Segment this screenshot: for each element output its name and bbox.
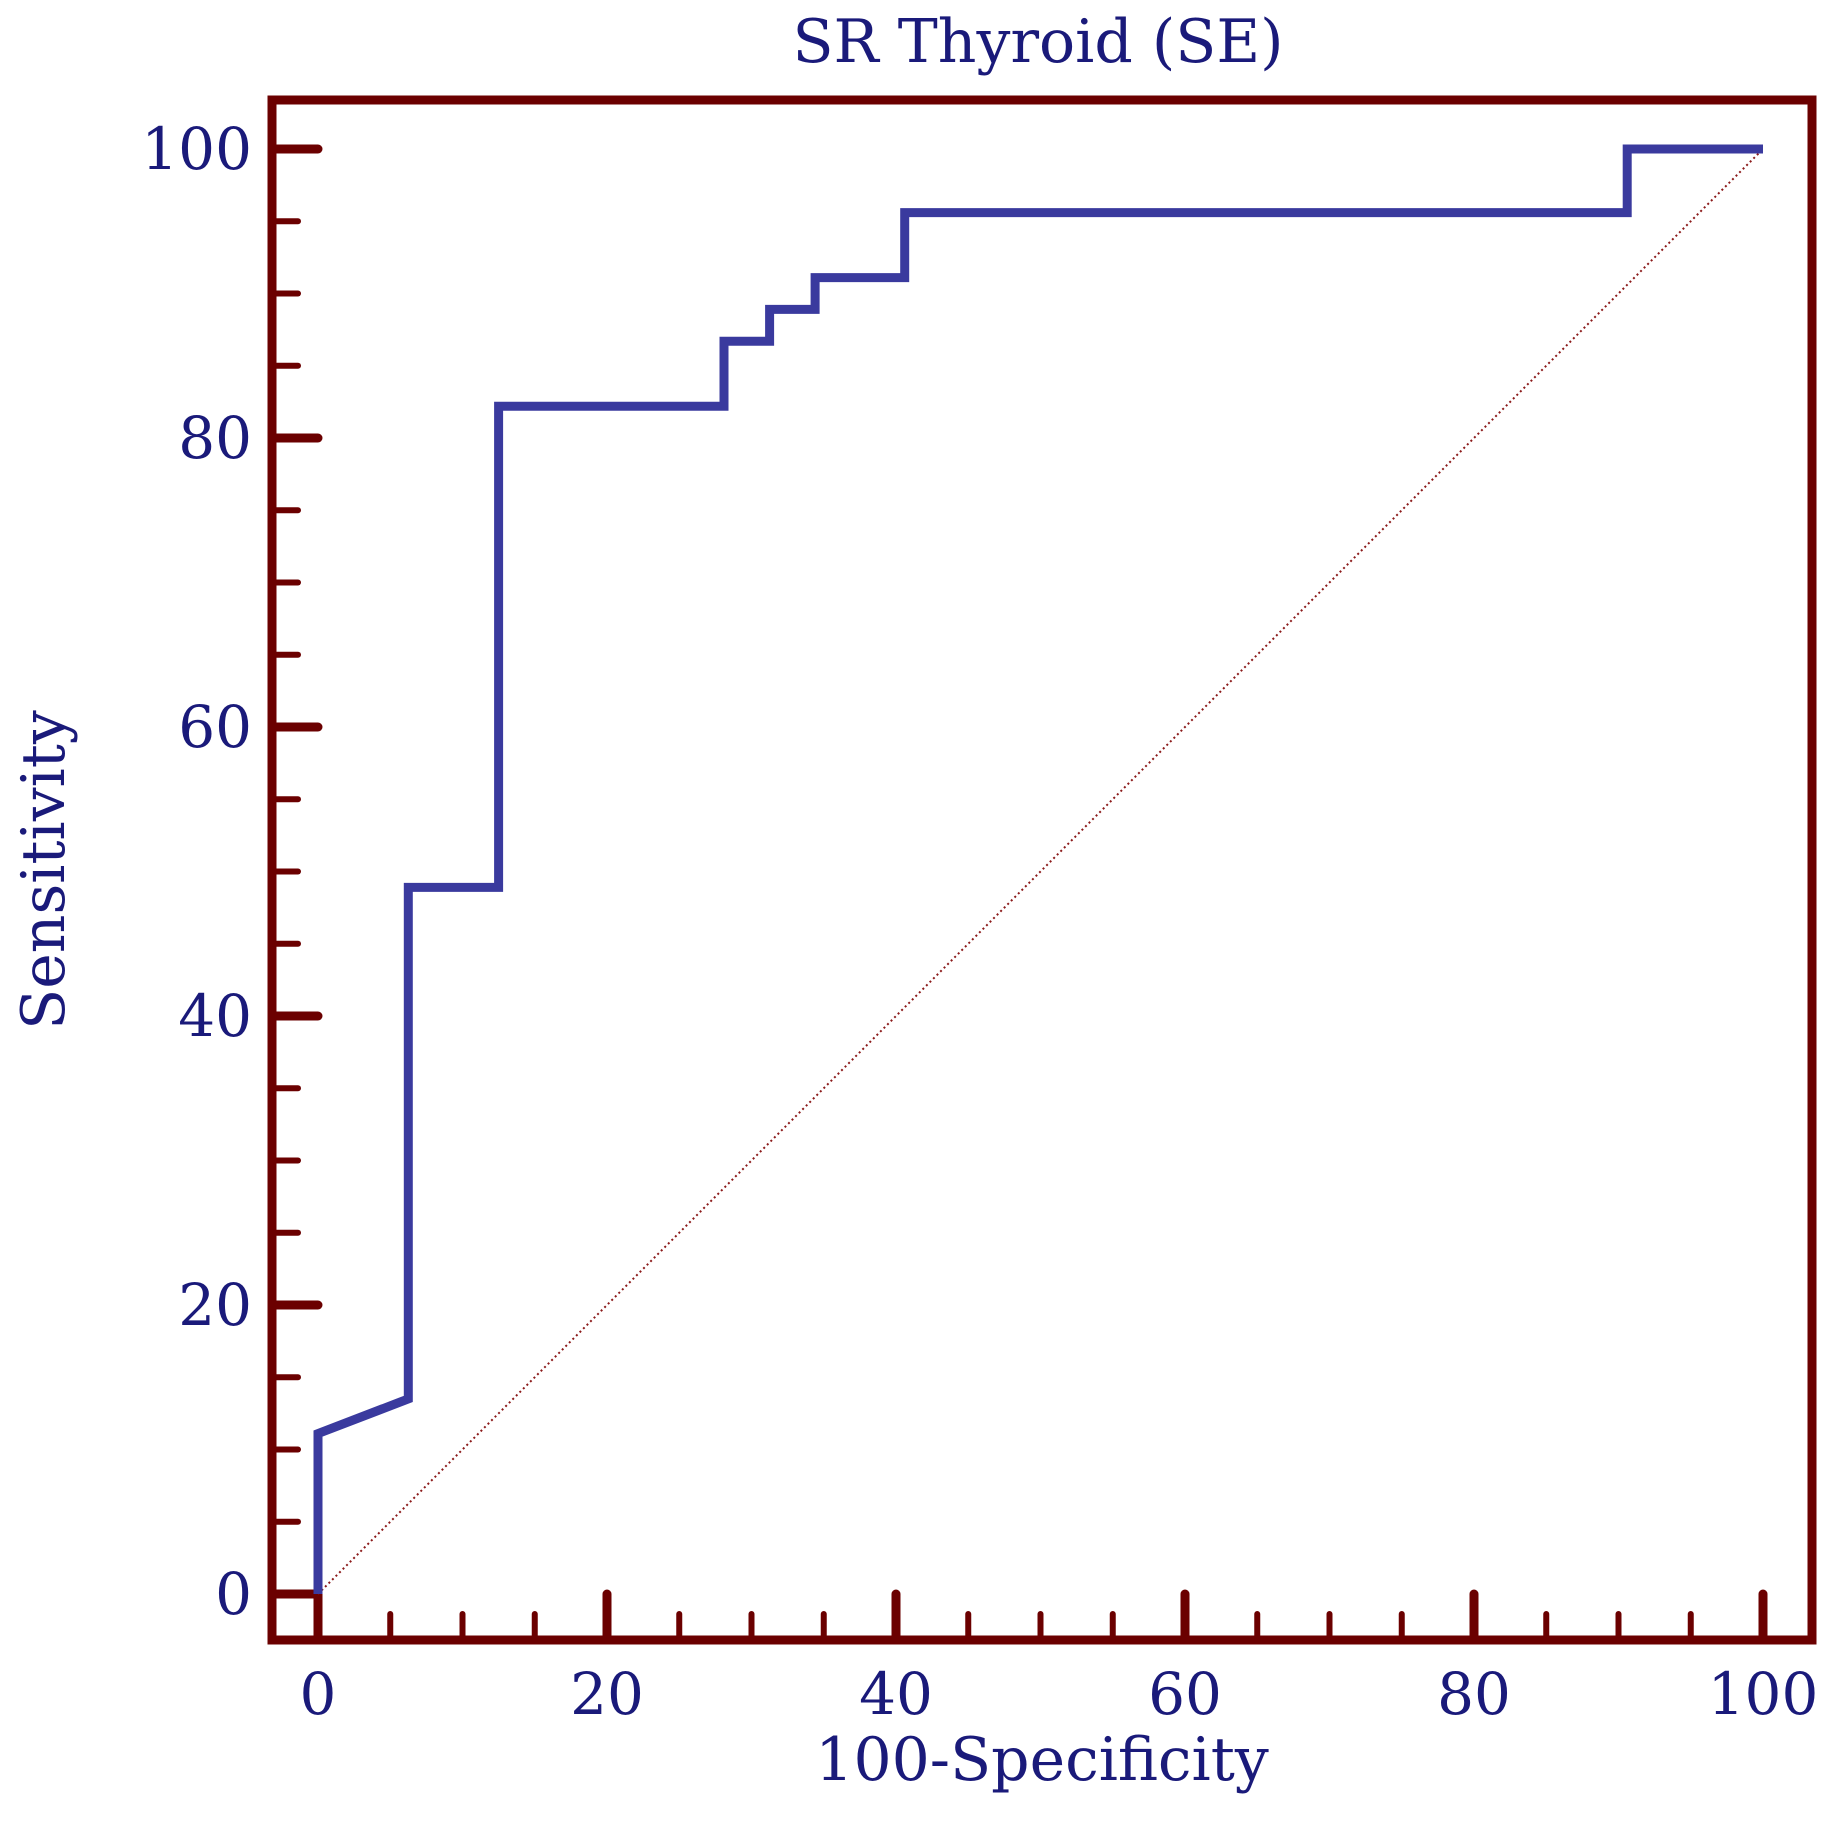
y-axis-label: Sensitivity [9, 710, 79, 1030]
reference-diagonal-line [317, 148, 1764, 1595]
y-tick-label: 40 [178, 982, 252, 1050]
x-axis-label: 100-Specificity [815, 1725, 1269, 1795]
y-tick-label: 60 [178, 693, 252, 761]
y-tick-label: 0 [215, 1560, 252, 1628]
x-axis-ticks [313, 1589, 1768, 1645]
y-axis-ticks [267, 144, 323, 1599]
y-tick-label: 100 [141, 115, 252, 183]
chart-title: SR Thyroid (SE) [792, 7, 1283, 77]
x-tick-labels: 0 20 40 60 80 100 [300, 1660, 1819, 1728]
x-tick-label: 40 [859, 1660, 933, 1728]
x-tick-label: 60 [1148, 1660, 1222, 1728]
x-tick-label: 100 [1708, 1660, 1819, 1728]
y-tick-labels: 0 20 40 60 80 100 [141, 115, 252, 1628]
y-tick-label: 80 [178, 404, 252, 472]
y-tick-label: 20 [178, 1271, 252, 1339]
x-tick-label: 20 [570, 1660, 644, 1728]
x-tick-label: 80 [1437, 1660, 1511, 1728]
x-tick-label: 0 [300, 1660, 337, 1728]
roc-curve-line [313, 144, 1763, 1594]
